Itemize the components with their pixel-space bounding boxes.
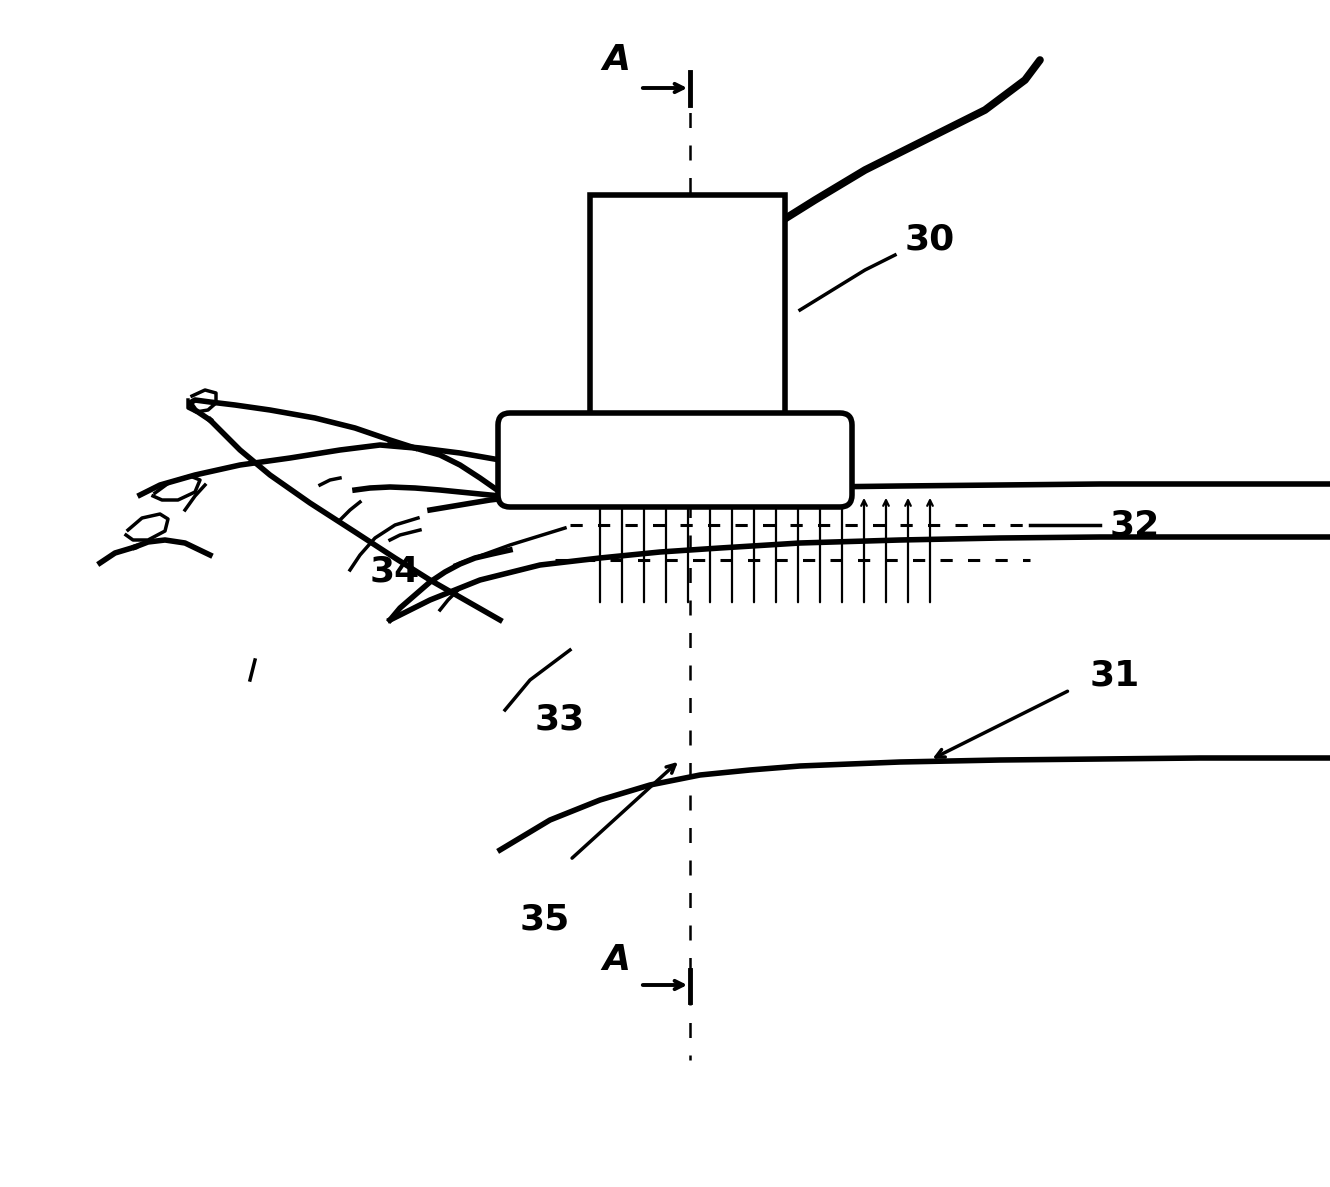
- Text: A: A: [602, 942, 630, 977]
- Text: 31: 31: [1091, 658, 1140, 692]
- Text: A: A: [602, 43, 630, 77]
- Text: 33: 33: [535, 703, 585, 737]
- Text: 32: 32: [1111, 508, 1160, 542]
- FancyBboxPatch shape: [497, 413, 853, 507]
- FancyBboxPatch shape: [591, 195, 785, 430]
- Text: 30: 30: [904, 223, 955, 258]
- Text: 34: 34: [370, 556, 420, 589]
- Text: 35: 35: [520, 903, 571, 937]
